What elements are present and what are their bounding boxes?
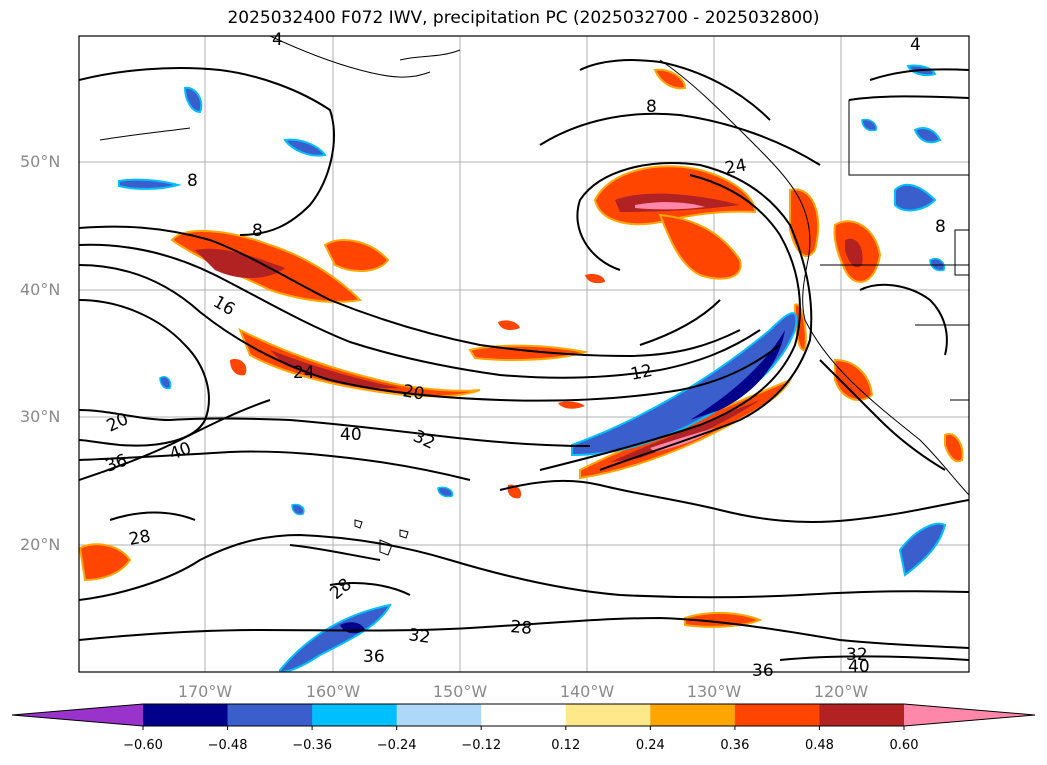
colorbar — [11, 703, 1036, 730]
map-title: 2025032400 F072 IWV, precipitation PC (2… — [227, 8, 820, 28]
lat-label-20n: 20°N — [20, 535, 61, 554]
contour-label: 24 — [293, 363, 315, 383]
lon-label-150w: 150°W — [432, 682, 488, 701]
colorbar-tick-label: −0.48 — [207, 738, 248, 753]
lat-label-50n: 50°N — [20, 152, 61, 171]
colorbar-segment — [819, 704, 905, 726]
lon-label-160w: 160°W — [305, 682, 361, 701]
colorbar-segment — [734, 704, 820, 726]
colorbar-segment — [312, 704, 398, 726]
contour-label: 36 — [363, 647, 385, 667]
contour-label: 4 — [910, 35, 921, 55]
lon-label-130w: 130°W — [686, 682, 742, 701]
contour-labels: 4 8 8 8 8 12 16 20 20 24 24 28 28 28 32 … — [103, 30, 946, 681]
contour-label: 24 — [723, 155, 748, 178]
colorbar-segment — [227, 704, 313, 726]
lat-label-40n: 40°N — [20, 280, 61, 299]
coastlines — [99, 36, 969, 556]
colorbar-segment — [143, 704, 229, 726]
iwv-contours — [79, 59, 969, 661]
contour-label: 8 — [646, 97, 657, 117]
lat-label-30n: 30°N — [20, 407, 61, 426]
colorbar-tick-label: 0.36 — [720, 738, 750, 753]
colorbar-extend-max — [904, 704, 1035, 726]
contour-label: 36 — [752, 661, 774, 681]
contour-label: 28 — [127, 526, 152, 549]
contour-label: 8 — [187, 171, 198, 191]
gridlines — [79, 36, 969, 672]
colorbar-segment — [481, 704, 567, 726]
contour-label: 12 — [629, 361, 654, 385]
contour-label: 40 — [848, 657, 870, 677]
colorbar-segment — [396, 704, 482, 726]
precip-negative-areas — [118, 64, 947, 672]
colorbar-tick-label: −0.24 — [376, 738, 417, 753]
colorbar-tick-label: 0.60 — [889, 738, 919, 753]
colorbar-tick-label: −0.36 — [292, 738, 333, 753]
lon-label-120w: 120°W — [813, 682, 869, 701]
contour-label: 28 — [510, 617, 533, 639]
lon-label-140w: 140°W — [559, 682, 615, 701]
contour-label: 20 — [401, 381, 426, 404]
colorbar-tick-label: 0.24 — [635, 738, 665, 753]
colorbar-tick-label: 0.12 — [551, 738, 581, 753]
colorbar-segment — [650, 704, 736, 726]
colorbar-tick-label: −0.12 — [461, 738, 502, 753]
contour-label: 32 — [846, 645, 868, 665]
colorbar-extend-min — [12, 704, 143, 726]
contour-label: 8 — [252, 221, 263, 241]
colorbar-segment — [565, 704, 651, 726]
contour-label: 32 — [407, 625, 431, 648]
contour-label: 40 — [340, 425, 362, 445]
map-frame — [78, 35, 970, 673]
colorbar-tick-label: −0.60 — [123, 738, 163, 753]
colorbar-tick-label: 0.48 — [804, 738, 834, 753]
contour-label: 4 — [272, 30, 283, 50]
contour-label: 8 — [935, 217, 946, 237]
lon-label-170w: 170°W — [177, 682, 233, 701]
